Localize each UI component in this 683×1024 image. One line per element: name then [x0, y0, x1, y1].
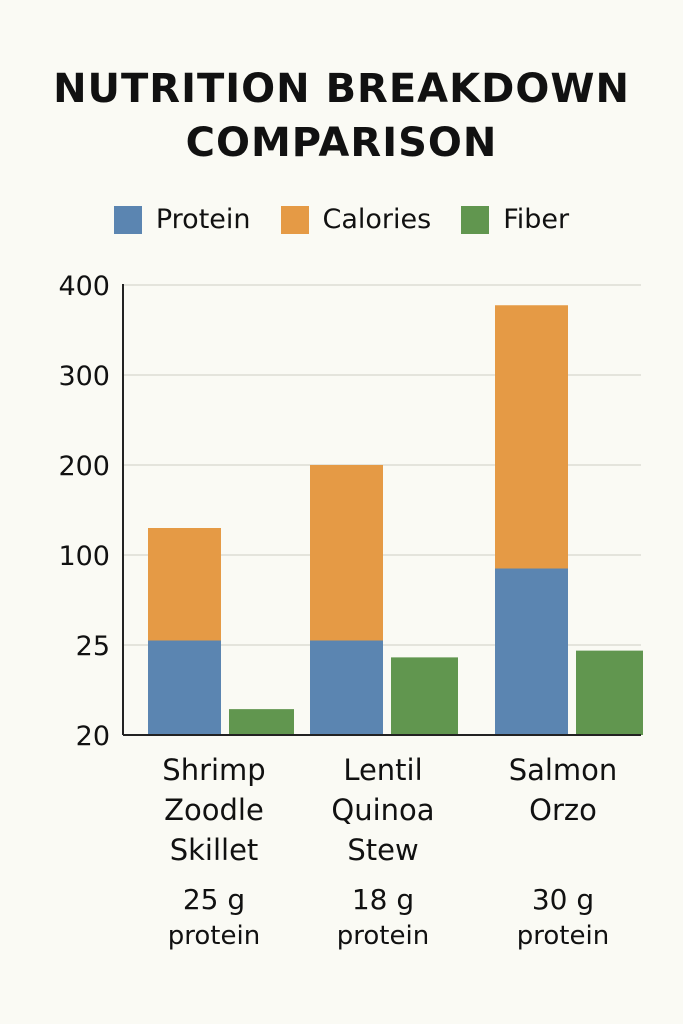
- protein-amount-0: 25 g: [182, 883, 246, 916]
- legend-swatch-calories: [280, 205, 309, 234]
- y-axis-ticks: 20 25 100 200 300 400: [58, 271, 110, 752]
- recipe-2-line-1: Salmon: [508, 753, 618, 787]
- bars: [148, 305, 643, 735]
- legend-label-protein: Protein: [155, 204, 251, 235]
- protein-word-1: protein: [336, 921, 430, 951]
- y-tick-label: 25: [76, 631, 110, 662]
- protein-amount-2: 30 g: [531, 883, 595, 916]
- bar-fiber-0: [229, 709, 294, 735]
- protein-note-1: 18 g protein: [303, 882, 463, 954]
- recipe-1-line-2: Quinoa: [331, 793, 435, 827]
- legend-label-fiber: Fiber: [503, 204, 570, 235]
- bar-fiber-2: [576, 650, 643, 735]
- protein-note-2: 30 g protein: [483, 882, 643, 954]
- legend-label-calories: Calories: [322, 204, 432, 235]
- bar-calories-2: [495, 305, 568, 569]
- recipe-0-line-1: Shrimp: [162, 753, 266, 787]
- y-tick-label: 400: [58, 271, 110, 302]
- recipe-0-line-2: Zoodle: [164, 793, 264, 827]
- protein-word-2: protein: [516, 921, 610, 951]
- legend-swatch-fiber: [461, 205, 490, 234]
- recipe-1-line-1: Lentil: [343, 753, 423, 787]
- bar-fiber-1: [391, 657, 458, 735]
- protein-note-0: 25 g protein: [134, 882, 294, 954]
- legend-swatch-protein: [113, 205, 142, 234]
- bar-calories-1: [310, 465, 383, 641]
- legend-item-protein: Protein: [113, 204, 251, 235]
- recipe-0-line-3: Skillet: [169, 833, 259, 867]
- bar-calories-0: [148, 528, 221, 641]
- legend-item-fiber: Fiber: [461, 204, 569, 235]
- bar-protein-0: [148, 640, 221, 735]
- chart-title: NUTRITION BREAKDOWN COMPARISON: [0, 62, 683, 170]
- y-tick-label: 200: [58, 451, 110, 482]
- chart-title-line-2: COMPARISON: [185, 120, 498, 166]
- y-tick-label: 300: [58, 361, 110, 392]
- y-tick-label: 20: [76, 721, 110, 752]
- recipe-label-2: Salmon Orzo: [483, 750, 643, 830]
- chart-legend: Protein Calories Fiber: [0, 204, 683, 235]
- y-tick-label: 100: [58, 541, 110, 572]
- protein-amount-1: 18 g: [351, 883, 415, 916]
- recipe-label-0: Shrimp Zoodle Skillet: [134, 750, 294, 870]
- recipe-label-1: Lentil Quinoa Stew: [303, 750, 463, 870]
- legend-item-calories: Calories: [280, 204, 432, 235]
- protein-word-0: protein: [167, 921, 261, 951]
- chart-title-line-1: NUTRITION BREAKDOWN: [53, 66, 630, 112]
- bar-protein-1: [310, 640, 383, 735]
- recipe-1-line-3: Stew: [347, 833, 419, 867]
- bar-protein-2: [495, 568, 568, 735]
- recipe-2-line-2: Orzo: [529, 793, 597, 827]
